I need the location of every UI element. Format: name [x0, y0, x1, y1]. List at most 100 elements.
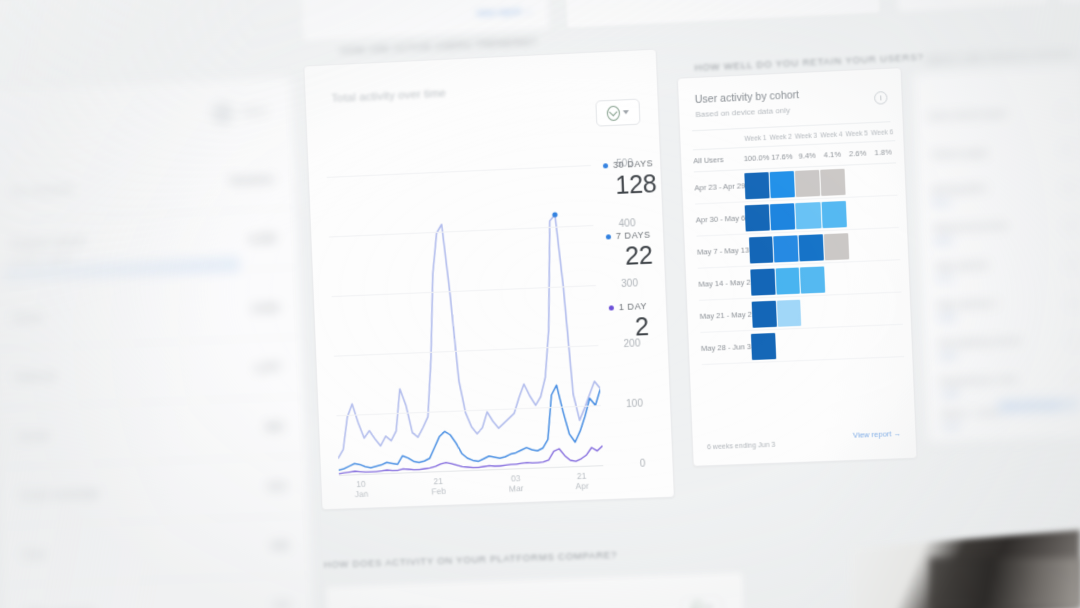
check-circle-icon [690, 601, 704, 608]
list-item-value: 121 [272, 599, 292, 608]
x-tick-label: 21 Apr [575, 471, 590, 492]
cohort-cell [825, 265, 850, 292]
cohort-cell [850, 264, 875, 291]
cohort-cell[interactable] [750, 268, 776, 296]
cohort-cell[interactable] [751, 300, 777, 328]
sort-icon[interactable] [1058, 103, 1073, 117]
list-item[interactable]: Paid 408 [0, 515, 312, 586]
cohort-cell[interactable] [750, 332, 776, 360]
cohort-col-5: Week 5 [845, 130, 869, 139]
legend-item-30-days[interactable]: 30 DAYS 128 [602, 157, 677, 201]
cohort-cell[interactable] [795, 201, 822, 229]
cohort-cell [871, 166, 896, 193]
chart-filter-control[interactable] [595, 98, 641, 127]
pages-panel: Most viewed pages / (home page) /pricing… [911, 64, 1080, 445]
trend-card-title: Total activity over time [331, 87, 447, 106]
list-item-sub: 3,108 [937, 314, 956, 322]
list-item-label: /pricing-plans [931, 182, 987, 195]
cohort-row-label: All Users [693, 155, 724, 166]
list-item-label: Email campaign [20, 487, 100, 502]
cohort-cell[interactable] [770, 202, 796, 230]
cohort-cell[interactable] [769, 170, 796, 198]
list-item-value: 613 [267, 480, 287, 493]
x-tick-label: 21 Feb [431, 476, 447, 497]
cohort-footer: 6 weeks ending Jun 3 [706, 441, 776, 452]
cohort-cell [801, 330, 826, 357]
cohort-cell[interactable] [748, 235, 774, 264]
cohort-cell [877, 295, 902, 322]
cohort-row-label: May 21 - May 27 [699, 309, 757, 321]
list-item-value: 408 [270, 539, 289, 553]
cohort-cell[interactable] [798, 233, 824, 261]
list-item-label: Organic search [9, 235, 86, 251]
list-item-value: 2,914 [251, 301, 279, 315]
list-item[interactable]: /features/overview 6,092 [933, 206, 1078, 251]
cohort-cell[interactable] [795, 169, 821, 197]
cohort-cell [826, 297, 851, 324]
cohort-footer-link[interactable]: View report → [852, 428, 902, 440]
legend-item-1-day[interactable]: 1 DAY 2 [608, 300, 683, 344]
platform-filter-control[interactable] [681, 595, 723, 608]
cohort-all-value: 100.0% [743, 152, 770, 164]
sort-icon[interactable] [1068, 334, 1080, 349]
top-insight-card-4[interactable] [1054, 0, 1080, 5]
cohort-col-2: Week 2 [769, 133, 793, 142]
list-item[interactable]: /sign-up/step-2 3,108 [936, 283, 1080, 327]
trend-plot: 500 400 300 200 100 0 10 Jan 21 Feb 03 M… [326, 158, 646, 500]
avatar [211, 101, 234, 125]
list-item[interactable]: Email campaign 613 [0, 456, 309, 527]
legend-value: 22 [624, 241, 654, 271]
cohort-cell[interactable] [744, 171, 771, 199]
sort-icon[interactable] [1069, 372, 1080, 387]
sort-icon[interactable] [1060, 141, 1075, 156]
legend-dot-icon [605, 233, 612, 240]
cohort-row-label: Apr 23 - Apr 29 [694, 181, 746, 193]
list-item-label: /features/overview [933, 219, 1009, 234]
list-item-label: /sign-up/start [934, 259, 989, 272]
cohort-row-label: May 7 - May 13 [696, 245, 750, 257]
top-card-link-1[interactable]: View report → [475, 5, 533, 19]
cohort-cell[interactable] [800, 265, 826, 294]
cohort-row[interactable]: May 28 - Jun 3 [700, 324, 905, 366]
cohort-cell[interactable] [775, 266, 801, 295]
list-item[interactable]: Most viewed pages [928, 91, 1073, 136]
info-icon[interactable]: i [873, 91, 888, 105]
sort-icon[interactable] [1064, 257, 1079, 272]
cohort-cell [801, 298, 826, 325]
sort-icon[interactable] [1061, 180, 1076, 195]
sort-icon[interactable] [1066, 295, 1080, 310]
legend-value: 2 [634, 312, 650, 342]
list-item[interactable]: /sign-up/start 4,771 [935, 245, 1080, 289]
chevron-down-icon [622, 110, 630, 115]
list-item[interactable]: /docs/getting-started 2,640 [938, 322, 1080, 366]
cohort-cell [846, 167, 871, 194]
sort-icon[interactable] [1063, 218, 1078, 233]
cohort-cell[interactable] [820, 168, 846, 196]
cohort-cell[interactable] [744, 203, 771, 231]
list-item[interactable]: /pricing-plans 8,214 [931, 168, 1076, 213]
platform-breakdown-card: Platform breakdown [324, 571, 748, 608]
list-item-label: /docs/getting-started [938, 334, 1022, 349]
legend-dot-icon [602, 162, 609, 168]
legend-item-7-days[interactable]: 7 DAYS 22 [605, 228, 680, 272]
cohort-cell[interactable] [821, 200, 847, 228]
legend-label: 30 DAYS [612, 158, 654, 171]
cohort-cell[interactable] [776, 299, 802, 327]
list-item[interactable]: / (home page) [930, 129, 1075, 174]
platforms-section-title: HOW DOES ACTIVITY ON YOUR PLATFORMS COMP… [323, 549, 618, 571]
list-item-sub: 4,771 [935, 275, 954, 284]
list-item-label: Most viewed pages [928, 107, 1008, 122]
list-item-label: / (home page) [930, 147, 988, 160]
cohort-row-label: May 28 - Jun 3 [700, 341, 752, 354]
cohort-cell[interactable] [773, 234, 799, 262]
trend-section-title: HOW ARE ACTIVE USERS TRENDING? [340, 36, 538, 57]
cohort-all-value: 1.8% [874, 147, 892, 158]
cohort-cell[interactable] [823, 232, 849, 260]
x-tick-label: 10 Jan [354, 479, 369, 500]
list-item-label: /about - contact [940, 406, 1005, 419]
top-insight-card-3[interactable]: View report → [892, 0, 1049, 13]
top-insight-card-1[interactable]: View report → [298, 0, 551, 42]
top-insight-card-2[interactable] [562, 0, 881, 29]
background-dark-area [930, 558, 1080, 608]
